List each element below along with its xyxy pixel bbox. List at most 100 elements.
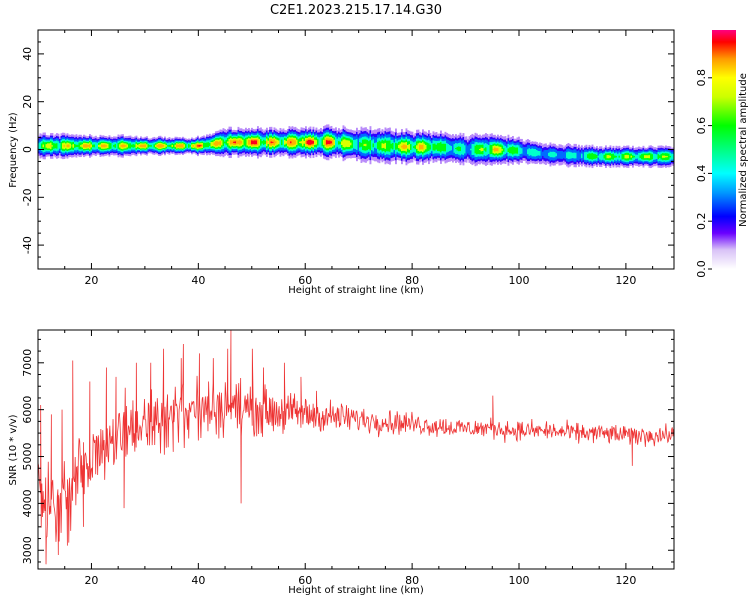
heatmap-cell [297, 139, 300, 146]
heatmap-cell [206, 142, 208, 148]
heatmap-cell [599, 153, 601, 160]
heatmap-cell [72, 144, 75, 148]
heatmap-cell [39, 141, 42, 150]
heatmap-cell [390, 143, 393, 149]
heatmap-cell [233, 141, 235, 143]
heatmap-cell [245, 137, 247, 147]
x-tick-label: 40 [191, 274, 205, 287]
heatmap-cell [287, 140, 289, 145]
heatmap-cell [650, 153, 652, 161]
heatmap-cell [662, 155, 664, 158]
heatmap-cell [539, 151, 541, 156]
heatmap-cell [555, 153, 558, 157]
heatmap-cell [378, 140, 381, 151]
heatmap-cell [623, 154, 625, 160]
heatmap-cell [251, 140, 253, 145]
heatmap-cell [569, 151, 571, 159]
heatmap-cell [660, 153, 663, 160]
heatmap-cell [549, 151, 552, 158]
heatmap-cell [419, 144, 421, 150]
heatmap-cell [318, 137, 321, 148]
heatmap-cell [417, 143, 420, 151]
heatmap-cell [234, 141, 237, 144]
colorbar: 0.0 0.2 0.4 0.6 0.8 Normalized spectral ampl… [695, 30, 749, 278]
heatmap-cell [195, 144, 198, 148]
heatmap-cell [78, 142, 81, 150]
heatmap-cell [48, 143, 51, 149]
heatmap-cell [486, 144, 489, 155]
heatmap-cell [462, 143, 465, 155]
heatmap-cell [146, 144, 148, 148]
heatmap-cell [185, 143, 187, 149]
heatmap-cell [261, 141, 264, 144]
heatmap-cell [321, 138, 324, 147]
heatmap-cell [621, 153, 624, 160]
heatmap-cell [489, 144, 492, 155]
heatmap-cell [581, 153, 583, 159]
heatmap-cell [398, 144, 400, 149]
heatmap-cell [132, 144, 135, 148]
heatmap-cell [77, 144, 79, 148]
heatmap-cell [111, 142, 114, 150]
heatmap-cell [300, 141, 303, 144]
colorbar-tick-label: 0.4 [695, 165, 708, 183]
heatmap-cell [522, 146, 525, 156]
heatmap-cell [224, 141, 226, 144]
heatmap-cell [305, 140, 307, 145]
heatmap-cell [618, 155, 621, 158]
heatmap-cell [236, 140, 238, 145]
heatmap-cell [326, 140, 328, 145]
heatmap-cell [317, 139, 319, 146]
spectrogram-x-label: Height of straight line (km) [288, 285, 424, 296]
heatmap-cell [147, 144, 150, 148]
y-tick-label: 5000 [21, 443, 34, 471]
colorbar-label: Normalized spectral amplitude [738, 73, 749, 227]
heatmap-cell [335, 136, 337, 149]
heatmap-cell [204, 142, 207, 148]
heatmap-cell [189, 145, 192, 147]
heatmap-cell [41, 143, 43, 149]
y-tick-label: 20 [21, 95, 34, 109]
heatmap-cell [633, 155, 636, 158]
heatmap-cell [497, 148, 499, 152]
heatmap-cell [609, 155, 612, 158]
heatmap-cell [513, 147, 516, 154]
heatmap-cell [114, 143, 117, 148]
heatmap-cell [87, 144, 90, 147]
heatmap-cell [473, 144, 475, 155]
heatmap-cell [108, 142, 111, 150]
heatmap-cell [476, 144, 478, 155]
heatmap-cell [543, 150, 546, 158]
heatmap-cell [255, 140, 258, 145]
heatmap-cell [254, 140, 256, 145]
heatmap-cell [585, 151, 588, 161]
heatmap-cell [564, 151, 567, 160]
heatmap-cell [279, 137, 282, 148]
x-tick-label: 20 [84, 274, 98, 287]
y-tick-label: 3000 [21, 536, 34, 564]
heatmap-cell [143, 144, 145, 148]
heatmap-cell [546, 150, 549, 159]
heatmap-cell [339, 141, 342, 145]
heatmap-cell [572, 152, 574, 159]
heatmap-cell [366, 140, 369, 151]
x-tick-label: 80 [405, 574, 419, 587]
heatmap-cell [171, 144, 174, 147]
heatmap-cell [500, 146, 502, 153]
x-tick-label: 60 [298, 274, 312, 287]
heatmap-cell [141, 144, 144, 148]
heatmap-cell [126, 144, 129, 148]
heatmap-cell [246, 139, 249, 146]
heatmap-cell [155, 144, 157, 148]
heatmap-cell [191, 144, 193, 148]
heatmap-cell [536, 149, 538, 156]
heatmap-cell [270, 141, 273, 144]
heatmap-cell [443, 143, 445, 152]
heatmap-cell [530, 149, 532, 156]
heatmap-cell [170, 144, 172, 148]
heatmap-cell [68, 144, 70, 148]
heatmap-cell [510, 147, 513, 154]
heatmap-cell [368, 141, 370, 150]
heatmap-cell [59, 143, 61, 149]
heatmap-cell [201, 144, 204, 147]
